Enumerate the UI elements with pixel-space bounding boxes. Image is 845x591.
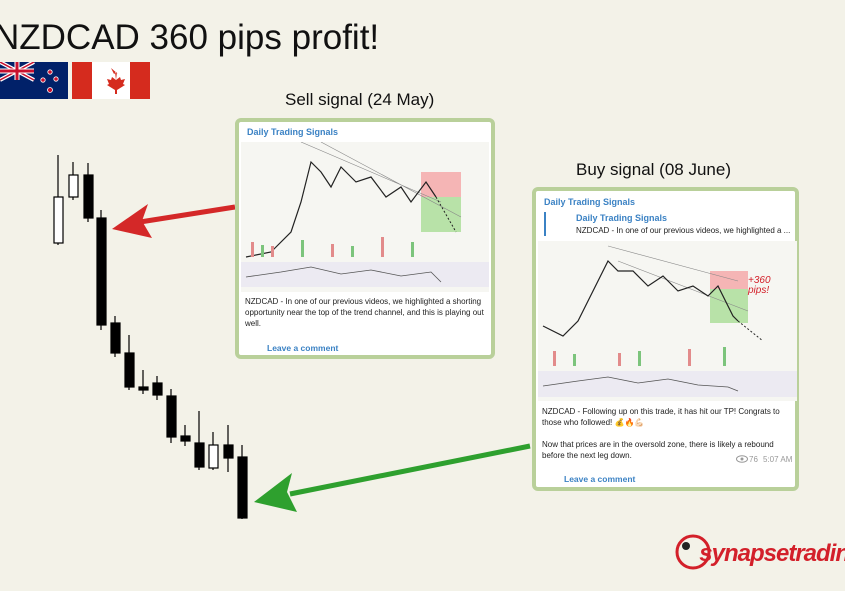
title: NZDCAD 360 pips profit! xyxy=(0,18,380,57)
views-icon xyxy=(736,455,748,463)
chart-image xyxy=(241,142,489,292)
message: Now that prices are in the oversold zone… xyxy=(542,440,774,460)
flags xyxy=(0,62,150,99)
sell-label: Sell signal (24 May) xyxy=(285,90,435,109)
chart-image xyxy=(538,241,797,401)
reply-channel: Daily Trading Signals xyxy=(576,213,668,223)
channel: Daily Trading Signals xyxy=(247,127,339,137)
sell-card: Daily Trading Signals NZDCAD - In one of… xyxy=(235,118,495,359)
logo: synapsetradin xyxy=(699,540,845,567)
buy-label: Buy signal (08 June) xyxy=(576,160,731,179)
channel: Daily Trading Signals xyxy=(544,197,636,207)
views: 76 xyxy=(749,455,758,464)
comment-link[interactable]: Leave a comment xyxy=(267,343,339,353)
annotation: +360 pips! xyxy=(748,275,771,296)
reply-bar xyxy=(544,212,546,236)
time: 5:07 AM xyxy=(763,455,793,464)
comment-link[interactable]: Leave a comment xyxy=(564,474,636,484)
buy-card: Daily Trading Signals Daily Trading Sign… xyxy=(532,187,799,491)
reply-text: NZDCAD - In one of our previous videos, … xyxy=(576,226,791,235)
message: NZDCAD - Following up on this trade, it … xyxy=(542,407,780,427)
message: NZDCAD - In one of our previous videos, … xyxy=(245,297,484,328)
